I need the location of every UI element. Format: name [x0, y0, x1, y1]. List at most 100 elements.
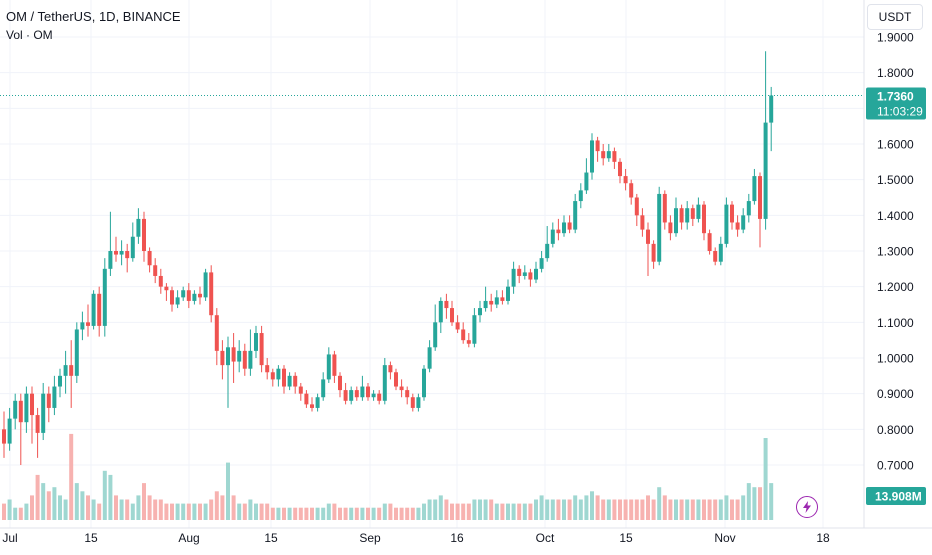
candle-body — [668, 222, 673, 234]
candle-body — [315, 397, 320, 408]
candle-body — [685, 208, 690, 223]
candle-body — [444, 300, 449, 309]
candle-body — [220, 350, 225, 366]
candle-body — [304, 393, 309, 405]
candle-body — [237, 350, 242, 362]
candle-body — [170, 290, 174, 305]
volume-bar — [657, 487, 662, 520]
candle-body — [511, 268, 516, 287]
volume-bar — [763, 438, 768, 520]
volume-bar — [629, 499, 634, 520]
candle-body — [102, 268, 107, 326]
candle-body — [13, 400, 18, 419]
candle-body — [343, 390, 348, 401]
volume-bar — [259, 503, 264, 520]
volume-bar — [69, 433, 74, 520]
volume-bar — [102, 470, 107, 520]
volume-bar — [338, 507, 342, 520]
candle-body — [282, 368, 286, 387]
volume-bar — [254, 503, 258, 520]
candle-body — [7, 418, 12, 444]
candle-body — [567, 222, 572, 230]
candle-body — [248, 350, 253, 369]
candle-body — [713, 251, 718, 262]
volume-bar — [63, 499, 68, 520]
candle-body — [198, 293, 202, 298]
candle-body — [718, 243, 723, 262]
volume-bar — [298, 507, 303, 520]
volume-bar — [758, 487, 762, 520]
candle-body — [158, 275, 163, 287]
candle-body — [730, 204, 734, 223]
candle-body — [265, 365, 270, 373]
volume-bar — [545, 499, 550, 520]
candle-body — [259, 333, 264, 366]
volume-bar — [30, 495, 34, 520]
candle-body — [545, 243, 550, 259]
candle-body — [354, 390, 359, 398]
candle-body — [590, 140, 594, 173]
time-tick-label: 15 — [619, 531, 633, 545]
volume-bar — [343, 507, 348, 520]
countdown-label: 11:03:29 — [877, 104, 923, 118]
candle-body — [125, 251, 130, 259]
volume-bar — [618, 499, 622, 520]
candle-body — [478, 308, 482, 316]
volume-bar — [382, 503, 387, 520]
lightning-icon[interactable] — [796, 496, 818, 518]
volume-bar — [214, 491, 219, 520]
candle-body — [192, 293, 197, 301]
volume-bar — [181, 503, 186, 520]
candle-body — [416, 397, 421, 408]
candle-body — [539, 258, 544, 269]
time-tick-label: 16 — [450, 531, 464, 545]
volume-bar — [7, 499, 12, 520]
volume-bar — [500, 503, 505, 520]
candle-body — [405, 390, 410, 398]
price-tick-label: 0.7000 — [877, 459, 914, 473]
volume-bar — [354, 507, 359, 520]
candle-body — [438, 300, 443, 323]
candle-body — [119, 251, 124, 255]
volume-bar — [114, 495, 118, 520]
volume-bar — [461, 503, 466, 520]
candle-body — [226, 347, 230, 366]
volume-bar — [349, 507, 354, 520]
volume-bar — [388, 503, 393, 520]
volume-bar — [478, 499, 482, 520]
candle-body — [601, 151, 606, 159]
candle-body — [153, 265, 158, 276]
volume-bar — [80, 491, 85, 520]
candle-body — [612, 151, 617, 162]
volume-bar — [186, 503, 191, 520]
volume-bar — [595, 495, 600, 520]
candle-body — [640, 215, 645, 230]
symbol-title: OM / TetherUS, 1D, BINANCE — [6, 9, 181, 24]
candle-body — [80, 322, 85, 330]
candle-body — [461, 329, 466, 341]
candle-body — [203, 272, 208, 298]
volume-bar — [74, 483, 79, 520]
candle-body — [433, 322, 438, 348]
candle-body — [175, 297, 180, 305]
volume-bar — [276, 507, 281, 520]
candle-body — [629, 183, 634, 198]
candle-body — [556, 229, 561, 234]
candle-body — [254, 333, 258, 351]
volume-bar — [584, 495, 589, 520]
volume-bar — [506, 503, 510, 520]
currency-button[interactable]: USDT — [867, 4, 923, 30]
volume-bar — [86, 495, 90, 520]
volume-bar — [466, 503, 471, 520]
candle-body — [147, 251, 152, 266]
candle-body — [276, 368, 281, 380]
candle-body — [702, 204, 706, 234]
volume-bar — [427, 499, 432, 520]
candle-body — [696, 204, 701, 219]
volume-bar — [41, 483, 46, 520]
volume-bar — [18, 507, 23, 520]
volume-bar — [472, 499, 477, 520]
candle-body — [298, 386, 303, 394]
